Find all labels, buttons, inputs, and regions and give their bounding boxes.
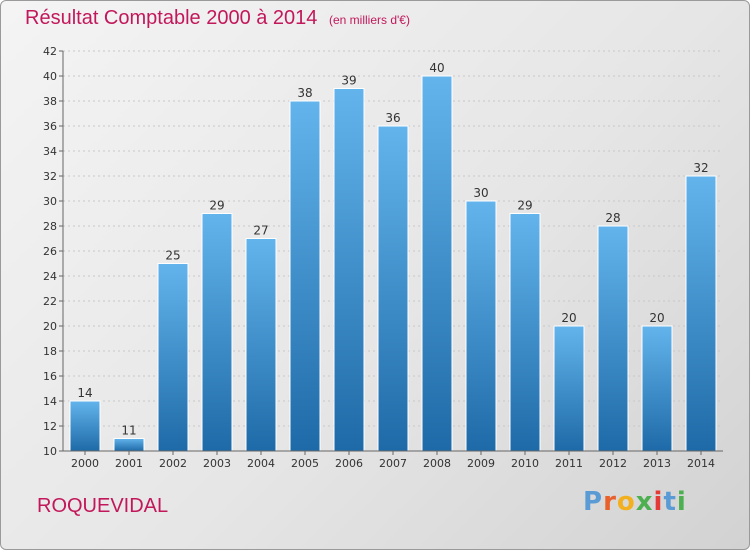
y-tick-label: 30: [43, 195, 57, 208]
bar-value-label: 27: [253, 224, 268, 238]
bar-2009: [465, 200, 497, 452]
x-tick-label: 2007: [379, 457, 407, 470]
logo-letter: x: [635, 487, 654, 517]
axes: 10 12 14 16 18 20 22 24 26 28 30 32 34 36 38 40 42 2000 20…: [43, 45, 723, 470]
y-tick-label: 34: [43, 145, 57, 158]
bar-2001: [113, 438, 145, 452]
bar-2007: [377, 125, 409, 452]
y-tick-label: 12: [43, 420, 57, 433]
bar-value-label: 20: [561, 311, 576, 325]
bars: 14 11 25 29 27 38 39 36 40 30 29 20 28 20 32: [69, 61, 717, 452]
bar-value-label: 14: [77, 386, 92, 400]
bar-2002: [157, 263, 189, 452]
y-tick-label: 22: [43, 295, 57, 308]
bar-value-label: 30: [473, 186, 488, 200]
bar-value-label: 20: [649, 311, 664, 325]
logo-letter: i: [653, 487, 664, 517]
x-tick-label: 2004: [247, 457, 275, 470]
x-tick-label: 2003: [203, 457, 231, 470]
y-tick-label: 14: [43, 395, 57, 408]
logo-letter: i: [676, 487, 687, 517]
bar-2000: [69, 400, 101, 452]
y-tick-label: 24: [43, 270, 57, 283]
x-tick-label: 2008: [423, 457, 451, 470]
x-tick-label: 2014: [687, 457, 715, 470]
y-tick-label: 32: [43, 170, 57, 183]
bar-2006: [333, 88, 365, 452]
bar-value-label: 29: [209, 199, 224, 213]
bar-value-label: 11: [121, 424, 136, 438]
x-tick-label: 2001: [115, 457, 143, 470]
chart-title: Résultat Comptable 2000 à 2014 (en milli…: [25, 7, 410, 30]
x-tick-label: 2005: [291, 457, 319, 470]
bar-2011: [553, 325, 585, 452]
bar-2003: [201, 213, 233, 452]
bar-value-label: 39: [341, 74, 356, 88]
bar-2010: [509, 213, 541, 452]
bar-value-label: 29: [517, 199, 532, 213]
logo-letter: t: [663, 487, 677, 517]
y-tick-label: 42: [43, 45, 57, 58]
bar-value-label: 38: [297, 86, 312, 100]
bar-2004: [245, 238, 277, 452]
x-tick-label: 2000: [71, 457, 99, 470]
logo-letter: o: [616, 487, 636, 517]
chart-title-text: Résultat Comptable 2000 à 2014: [25, 7, 318, 29]
x-tick-label: 2011: [555, 457, 583, 470]
bar-value-label: 32: [693, 161, 708, 175]
x-tick-label: 2002: [159, 457, 187, 470]
y-tick-label: 18: [43, 345, 57, 358]
y-tick-label: 28: [43, 220, 57, 233]
bar-value-label: 40: [429, 61, 444, 75]
bar-2005: [289, 100, 321, 452]
bar-2013: [641, 325, 673, 452]
x-tick-label: 2010: [511, 457, 539, 470]
bar-value-label: 28: [605, 211, 620, 225]
commune-name: ROQUEVIDAL: [37, 495, 169, 517]
bar-value-label: 25: [165, 249, 180, 263]
x-tick-label: 2013: [643, 457, 671, 470]
x-tick-label: 2006: [335, 457, 363, 470]
y-tick-label: 10: [43, 445, 57, 458]
bar-value-label: 36: [385, 111, 400, 125]
y-tick-label: 38: [43, 95, 57, 108]
logo-letter: P: [583, 487, 604, 517]
y-tick-label: 20: [43, 320, 57, 333]
x-tick-label: 2012: [599, 457, 627, 470]
y-tick-label: 26: [43, 245, 57, 258]
x-tick-label: 2009: [467, 457, 495, 470]
y-tick-label: 40: [43, 70, 57, 83]
bar-2012: [597, 225, 629, 452]
bar-2008: [421, 75, 453, 452]
proxiti-logo: Proxiti: [583, 487, 687, 517]
chart-subtitle: (en milliers d'€): [328, 13, 410, 27]
bar-2014: [685, 175, 717, 452]
y-tick-label: 36: [43, 120, 57, 133]
y-tick-label: 16: [43, 370, 57, 383]
logo-letter: r: [603, 487, 617, 517]
